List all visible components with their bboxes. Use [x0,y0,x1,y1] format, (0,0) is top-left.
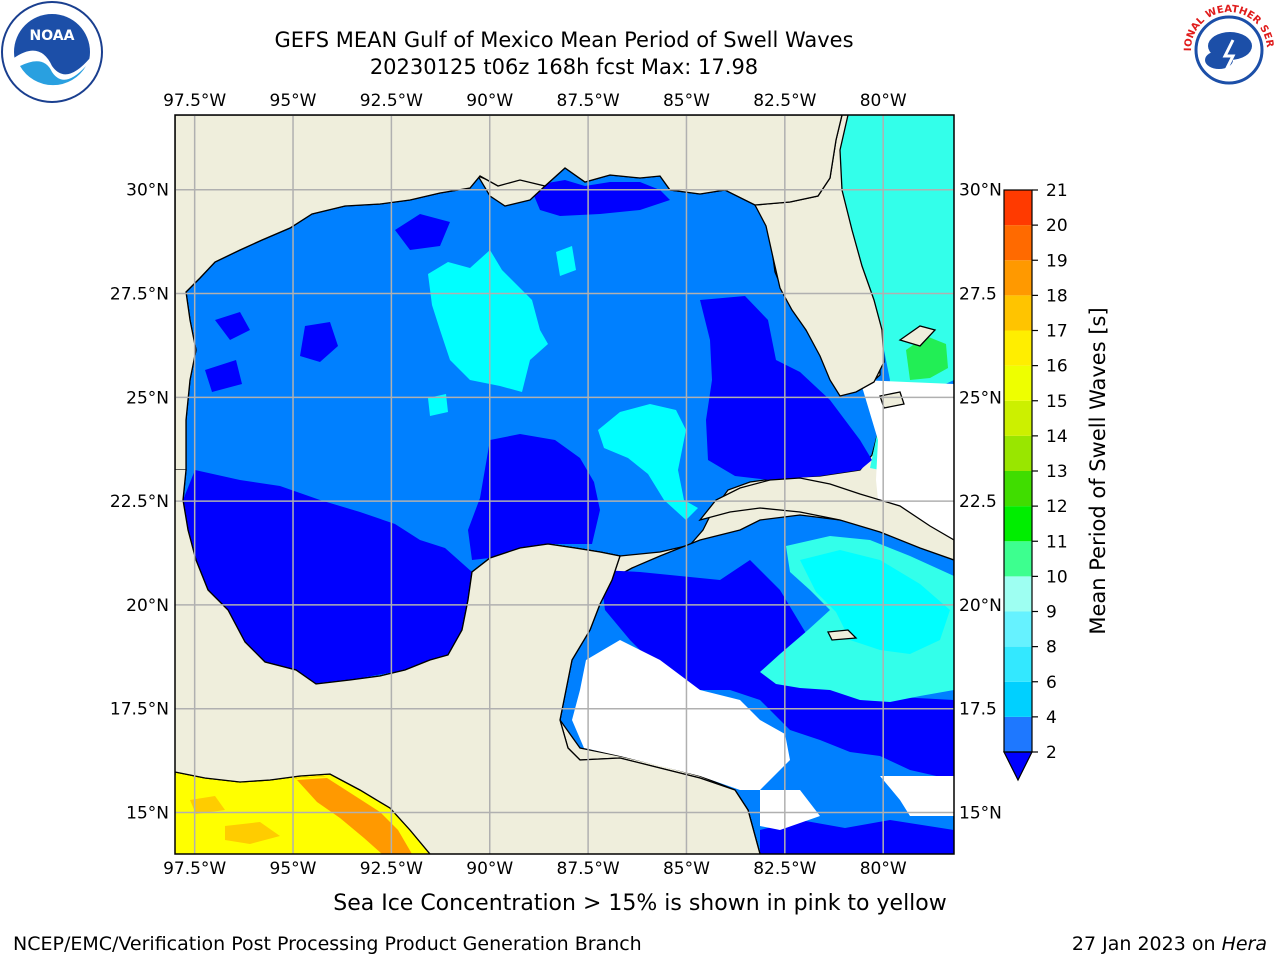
noaa-logo: NOAA [1,1,103,103]
lat-label-left-2: 25°N [126,388,169,408]
machine-name: Hera [1221,933,1267,955]
us-gulf-coast-land [175,115,843,471]
lon-label-bottom-2: 92.5°W [360,859,423,879]
colorbar-segment-4 [1004,576,1032,612]
colorbar-segment-6 [1004,506,1032,542]
cuba-land [698,477,954,561]
atlantic-green-region [906,336,948,380]
colorbar-segment-15 [1004,190,1032,226]
colorbar-segment-5 [1004,541,1032,577]
lon-label-bottom-5: 85°W [663,859,710,879]
colorbar-tick-label-15: 20 [1046,216,1068,236]
lon-label-bottom-6: 82.5°W [753,859,816,879]
map-frame [174,114,955,855]
lon-label-bottom-0: 97.5°W [163,859,226,879]
colorbar-segment-8 [1004,435,1032,471]
colorbar-tick-label-14: 19 [1046,251,1068,271]
colorbar: 2 4 6 8 9 10 11 12 13 14 15 16 17 18 19 20 21 Mean Period… [1003,181,1110,782]
map-title: GEFS MEAN Gulf of Mexico Mean Period of … [274,28,854,52]
sea-ice-note: Sea Ice Concentration > 15% is shown in … [333,891,947,916]
lat-label-right-6: 15°N [959,803,1002,823]
date-stamp: 27 Jan 2023 on Hera [1072,933,1267,955]
colorbar-tick-label-4: 9 [1046,603,1057,623]
colorbar-tick-label-9: 14 [1046,427,1068,447]
colorbar-segment-7 [1004,471,1032,507]
colorbar-segment-9 [1004,400,1032,436]
lon-label-top-4: 87.5°W [557,91,620,111]
colorbar-tick-label-10: 15 [1046,392,1068,412]
colorbar-tick-label-2: 6 [1046,673,1057,693]
lon-label-top-3: 90°W [466,91,513,111]
map-area [175,115,954,854]
credit-text: NCEP/EMC/Verification Post Processing Pr… [13,933,642,955]
lat-label-right-1: 27.5 [959,285,997,305]
lon-label-bottom-7: 80°W [860,859,907,879]
lon-label-top-2: 92.5°W [360,91,423,111]
colorbar-tick-label-8: 13 [1046,462,1068,482]
lat-label-left-6: 15°N [126,803,169,823]
noaa-logo-text: NOAA [30,28,75,44]
colorbar-segment-3 [1004,611,1032,647]
colorbar-segment-2 [1004,646,1032,682]
colorbar-tick-label-3: 8 [1046,638,1057,658]
colorbar-tick-label-16: 21 [1046,181,1068,201]
lon-label-bottom-3: 90°W [466,859,513,879]
lat-label-right-0: 30°N [959,181,1002,201]
lon-label-top-6: 82.5°W [753,91,816,111]
colorbar-tick-label-12: 17 [1046,322,1068,342]
caribbean-cyan-core [800,550,950,654]
colorbar-label: Mean Period of Swell Waves [s] [1086,307,1110,634]
colorbar-tick-label-13: 18 [1046,286,1068,306]
lat-label-left-5: 17.5°N [110,700,169,720]
lat-label-left-3: 22.5°N [110,492,169,512]
lat-label-right-5: 17.5 [959,700,997,720]
mid-period-regions [428,246,698,520]
lat-label-right-3: 22.5 [959,492,997,512]
colorbar-segment-0 [1004,716,1032,752]
colorbar-tick-label-11: 16 [1046,357,1068,377]
colorbar-segment-13 [1004,260,1032,296]
colorbar-tick-label-7: 12 [1046,497,1068,517]
colorbar-tick-label-0: 2 [1046,743,1057,763]
lat-label-right-4: 20°N [959,596,1002,616]
lat-label-left-4: 20°N [126,596,169,616]
atlantic-cyan-region [836,115,954,470]
colorbar-segment-1 [1004,681,1032,717]
lon-label-top-0: 97.5°W [163,91,226,111]
colorbar-tick-label-6: 11 [1046,532,1068,552]
lat-label-left-1: 27.5°N [110,285,169,305]
colorbar-tick-label-5: 10 [1046,567,1068,587]
map-gridlines [175,115,954,854]
colorbar-segment-12 [1004,295,1032,331]
colorbar-segment-10 [1004,365,1032,401]
lon-label-top-1: 95°W [270,91,317,111]
lon-label-top-7: 80°W [860,91,907,111]
map-subtitle: 20230125 t06z 168h fcst Max: 17.98 [369,55,759,79]
lat-label-left-0: 30°N [126,181,169,201]
national-weather-service-logo: NATIONAL WEATHER SERVICE [1175,0,1276,97]
colorbar-segment-11 [1004,330,1032,366]
date-text: 27 Jan 2023 on [1071,933,1222,955]
colorbar-segment-14 [1004,225,1032,261]
colorbar-tick-label-1: 4 [1046,708,1057,728]
lat-label-right-2: 25°N [959,388,1002,408]
lon-label-bottom-4: 87.5°W [557,859,620,879]
colorbar-extend-arrow [1003,751,1033,782]
lon-label-top-5: 85°W [663,91,710,111]
lon-label-bottom-1: 95°W [270,859,317,879]
